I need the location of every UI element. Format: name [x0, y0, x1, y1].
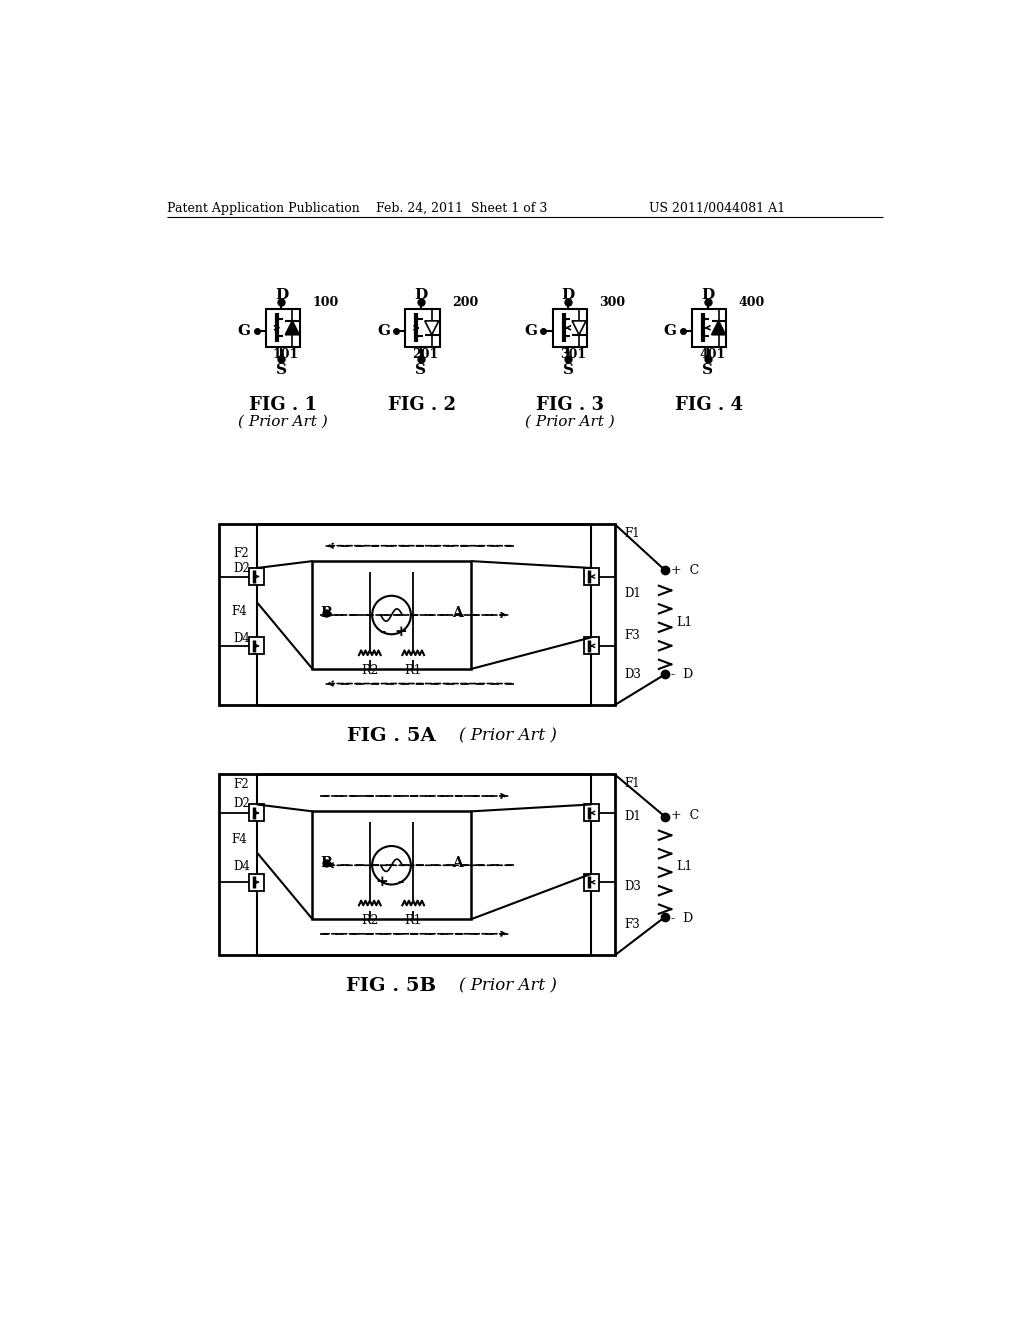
Text: Feb. 24, 2011  Sheet 1 of 3: Feb. 24, 2011 Sheet 1 of 3 — [376, 202, 547, 215]
Text: F2: F2 — [233, 777, 249, 791]
Text: D2: D2 — [233, 797, 250, 810]
Text: FIG . 5A: FIG . 5A — [347, 727, 436, 744]
Text: L1: L1 — [676, 616, 692, 628]
Text: F3: F3 — [624, 917, 640, 931]
Text: D4: D4 — [233, 631, 250, 644]
Text: F3: F3 — [624, 630, 640, 643]
Text: +: + — [394, 624, 408, 639]
Text: D: D — [415, 288, 428, 302]
Text: FIG . 4: FIG . 4 — [675, 396, 743, 413]
Text: G: G — [238, 323, 251, 338]
Text: FIG . 5B: FIG . 5B — [346, 977, 436, 995]
Text: -  D: - D — [672, 668, 693, 681]
Text: D1: D1 — [624, 587, 641, 601]
Text: S: S — [275, 363, 287, 378]
Text: +: + — [376, 875, 388, 890]
Bar — [249, 874, 264, 891]
Text: 301: 301 — [560, 348, 586, 362]
Text: ( Prior Art ): ( Prior Art ) — [459, 978, 557, 995]
Text: S: S — [702, 363, 713, 378]
Bar — [249, 638, 264, 655]
Text: 201: 201 — [413, 348, 438, 362]
Text: F4: F4 — [231, 605, 247, 618]
Bar — [219, 775, 614, 956]
Text: R1: R1 — [404, 664, 422, 677]
Bar — [584, 874, 599, 891]
Text: 401: 401 — [699, 348, 725, 362]
Text: -: - — [397, 875, 404, 890]
Text: D: D — [274, 288, 288, 302]
Text: F4: F4 — [231, 833, 247, 846]
Text: US 2011/0044081 A1: US 2011/0044081 A1 — [649, 202, 785, 215]
Text: A: A — [452, 855, 463, 870]
Text: B: B — [321, 606, 332, 619]
Text: F1: F1 — [624, 527, 640, 540]
Text: D3: D3 — [624, 879, 641, 892]
Text: G: G — [377, 323, 390, 338]
Text: 400: 400 — [738, 296, 765, 309]
Bar — [266, 309, 300, 347]
Text: B: B — [321, 855, 332, 870]
Bar — [406, 309, 439, 347]
Bar — [312, 561, 471, 669]
Text: S: S — [416, 363, 426, 378]
Polygon shape — [286, 321, 299, 335]
Bar — [584, 804, 599, 821]
Text: 200: 200 — [452, 296, 478, 309]
Text: G: G — [524, 323, 538, 338]
Text: F1: F1 — [624, 777, 640, 791]
Text: D1: D1 — [624, 810, 641, 824]
Polygon shape — [712, 321, 726, 335]
Bar — [219, 524, 614, 705]
Text: R1: R1 — [404, 915, 422, 927]
Text: S: S — [563, 363, 573, 378]
Text: D: D — [701, 288, 715, 302]
Text: ( Prior Art ): ( Prior Art ) — [525, 414, 614, 429]
Text: F2: F2 — [233, 546, 249, 560]
Text: 100: 100 — [312, 296, 339, 309]
Text: FIG . 3: FIG . 3 — [536, 396, 604, 413]
Text: +  C: + C — [672, 809, 699, 822]
Text: D: D — [561, 288, 574, 302]
Bar — [312, 812, 471, 919]
Text: ( Prior Art ): ( Prior Art ) — [239, 414, 328, 429]
Text: Patent Application Publication: Patent Application Publication — [167, 202, 360, 215]
Text: -  D: - D — [672, 912, 693, 925]
Text: D2: D2 — [233, 562, 250, 576]
Bar — [692, 309, 726, 347]
Bar — [584, 638, 599, 655]
Text: G: G — [664, 323, 677, 338]
Text: R2: R2 — [361, 664, 379, 677]
Text: L1: L1 — [676, 861, 692, 874]
Text: FIG . 2: FIG . 2 — [388, 396, 457, 413]
Text: D3: D3 — [624, 668, 641, 681]
Bar — [553, 309, 587, 347]
Text: 300: 300 — [599, 296, 626, 309]
Text: R2: R2 — [361, 915, 379, 927]
Text: 101: 101 — [273, 348, 299, 362]
Bar — [249, 568, 264, 585]
Text: D4: D4 — [233, 861, 250, 874]
Bar — [584, 568, 599, 585]
Bar — [249, 804, 264, 821]
Text: A: A — [452, 606, 463, 619]
Text: ( Prior Art ): ( Prior Art ) — [459, 727, 557, 744]
Text: +  C: + C — [672, 564, 699, 577]
Text: -: - — [379, 624, 385, 639]
Text: FIG . 1: FIG . 1 — [249, 396, 317, 413]
